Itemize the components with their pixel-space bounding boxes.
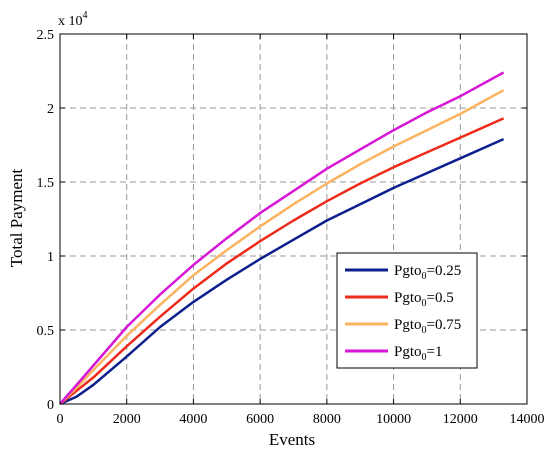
x-tick-label: 4000 [179,412,207,427]
legend-name-suffix: =0.75 [427,317,462,333]
axis-tick-labels: 0 2000 4000 6000 8000 10000 12000 1400000.511.5… [37,28,545,427]
y-multiplier-base: x 10 [58,14,83,29]
y-tick-label: 1 [47,250,54,265]
y-multiplier-exponent: 4 [83,10,88,21]
y-axis-label: Total Payment [7,169,26,268]
legend-name-base: Pgto [394,344,422,360]
legend-name-suffix: =0.25 [427,263,462,279]
x-tick-label: 8000 [313,412,341,427]
series-line-1 [59,137,505,406]
legend-name-subscript: 0 [422,352,427,363]
series-line-2 [59,117,505,405]
x-tick-label: 2000 [113,412,141,427]
legend-name-base: Pgto [394,263,422,279]
series-line-3 [59,89,505,405]
plot-frame [59,33,528,405]
legend-name-subscript: 0 [422,298,427,309]
x-tick-label: 6000 [246,412,274,427]
y-tick-label: 2.5 [37,28,55,43]
series-lines [59,71,505,406]
y-tick-label: 0.5 [37,324,55,339]
y-axis-multiplier: x 104 [58,10,88,29]
y-tick-label: 0 [47,398,54,413]
legend-name-base: Pgto [394,317,422,333]
grid-lines [60,34,527,404]
legend-name-subscript: 0 [422,271,427,282]
legend-entry-3: Pgto0=0.75 [394,317,461,336]
legend-entry-1: Pgto0=0.25 [394,263,461,282]
series-line-4 [59,71,505,405]
legend-entry-2: Pgto0=0.5 [394,290,454,309]
legend-entry-4: Pgto0=1 [394,344,442,363]
legend-name-suffix: =1 [427,344,443,360]
y-tick-label: 1.5 [37,176,55,191]
y-tick-label: 2 [47,102,54,117]
legend-name-base: Pgto [394,290,422,306]
legend-box [336,252,478,369]
legend-name-suffix: =0.5 [427,290,454,306]
x-tick-label: 10000 [376,412,411,427]
axis-ticks [59,33,528,405]
x-tick-label: 12000 [443,412,478,427]
x-tick-label: 14000 [510,412,545,427]
legend-name-subscript: 0 [422,325,427,336]
x-axis-label: Events [269,430,315,449]
x-tick-label: 0 [57,412,64,427]
